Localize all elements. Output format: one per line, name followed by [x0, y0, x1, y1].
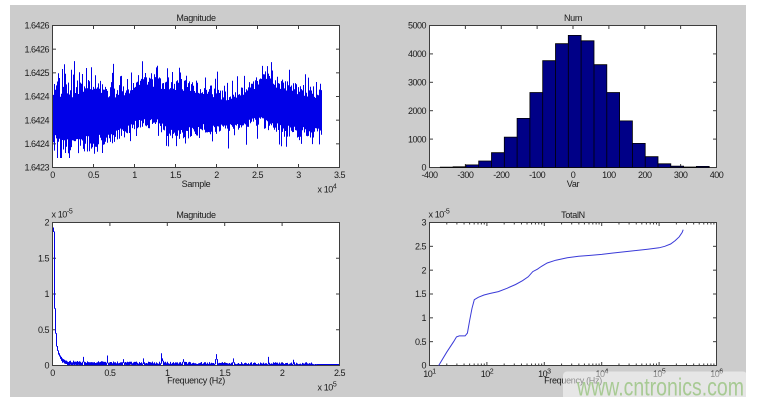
svg-text:-200: -200	[493, 170, 510, 180]
svg-text:0.5: 0.5	[104, 368, 116, 378]
svg-text:3: 3	[421, 218, 426, 228]
svg-text:4000: 4000	[408, 49, 427, 59]
svg-text:0.5: 0.5	[415, 337, 427, 347]
svg-text:300: 300	[674, 170, 688, 180]
svg-text:Frequency (Hz): Frequency (Hz)	[167, 376, 225, 386]
svg-text:200: 200	[638, 170, 652, 180]
svg-text:2.5: 2.5	[252, 170, 264, 180]
svg-text:0: 0	[421, 361, 426, 371]
svg-text:2.5: 2.5	[334, 368, 346, 378]
svg-text:0: 0	[571, 170, 576, 180]
svg-text:Num: Num	[564, 13, 582, 23]
svg-text:1.6425: 1.6425	[24, 68, 49, 78]
svg-text:1: 1	[421, 313, 426, 323]
svg-text:-300: -300	[457, 170, 474, 180]
svg-text:1.5: 1.5	[38, 253, 50, 263]
svg-text:Magnitude: Magnitude	[176, 210, 216, 220]
svg-text:x 10-5: x 10-5	[429, 209, 450, 220]
svg-text:-400: -400	[421, 170, 438, 180]
svg-text:x 105: x 105	[318, 382, 337, 393]
svg-text:Magnitude: Magnitude	[176, 13, 216, 23]
svg-text:2: 2	[44, 218, 49, 228]
svg-text:1.6426: 1.6426	[24, 44, 49, 54]
svg-text:1.5: 1.5	[219, 368, 231, 378]
svg-text:3.5: 3.5	[334, 170, 346, 180]
svg-text:1.6424: 1.6424	[24, 115, 49, 125]
svg-text:2: 2	[421, 265, 426, 275]
svg-text:400: 400	[710, 170, 724, 180]
svg-text:3000: 3000	[408, 78, 427, 88]
svg-text:1.5: 1.5	[170, 170, 182, 180]
svg-text:Sample: Sample	[182, 179, 211, 189]
svg-text:3: 3	[296, 170, 301, 180]
svg-text:1: 1	[165, 368, 170, 378]
svg-text:102: 102	[481, 369, 494, 380]
svg-text:2000: 2000	[408, 106, 427, 116]
svg-text:x 10-5: x 10-5	[52, 209, 73, 220]
svg-text:0: 0	[50, 170, 55, 180]
svg-text:103: 103	[538, 369, 551, 380]
svg-text:x 104: x 104	[318, 184, 337, 195]
svg-text:0: 0	[44, 361, 49, 371]
svg-text:5000: 5000	[408, 21, 427, 31]
svg-text:Var: Var	[567, 179, 580, 189]
svg-text:2.5: 2.5	[415, 242, 427, 252]
svg-text:1.5: 1.5	[415, 289, 427, 299]
svg-text:-100: -100	[529, 170, 546, 180]
svg-text:TotalN: TotalN	[561, 210, 585, 220]
svg-text:2: 2	[280, 368, 285, 378]
svg-text:1: 1	[44, 289, 49, 299]
svg-text:www.cntronics.com: www.cntronics.com	[576, 374, 744, 402]
svg-text:0: 0	[421, 163, 426, 173]
svg-text:1.6426: 1.6426	[24, 21, 49, 31]
svg-text:1.6423: 1.6423	[24, 163, 49, 173]
svg-text:101: 101	[423, 369, 436, 380]
svg-text:0.5: 0.5	[88, 170, 100, 180]
svg-text:1.6424: 1.6424	[24, 139, 49, 149]
svg-text:2: 2	[214, 170, 219, 180]
svg-text:0.5: 0.5	[38, 325, 50, 335]
svg-text:100: 100	[602, 170, 616, 180]
svg-text:1: 1	[132, 170, 137, 180]
svg-text:1000: 1000	[408, 134, 427, 144]
svg-text:1.6424: 1.6424	[24, 92, 49, 102]
svg-text:0: 0	[50, 368, 55, 378]
